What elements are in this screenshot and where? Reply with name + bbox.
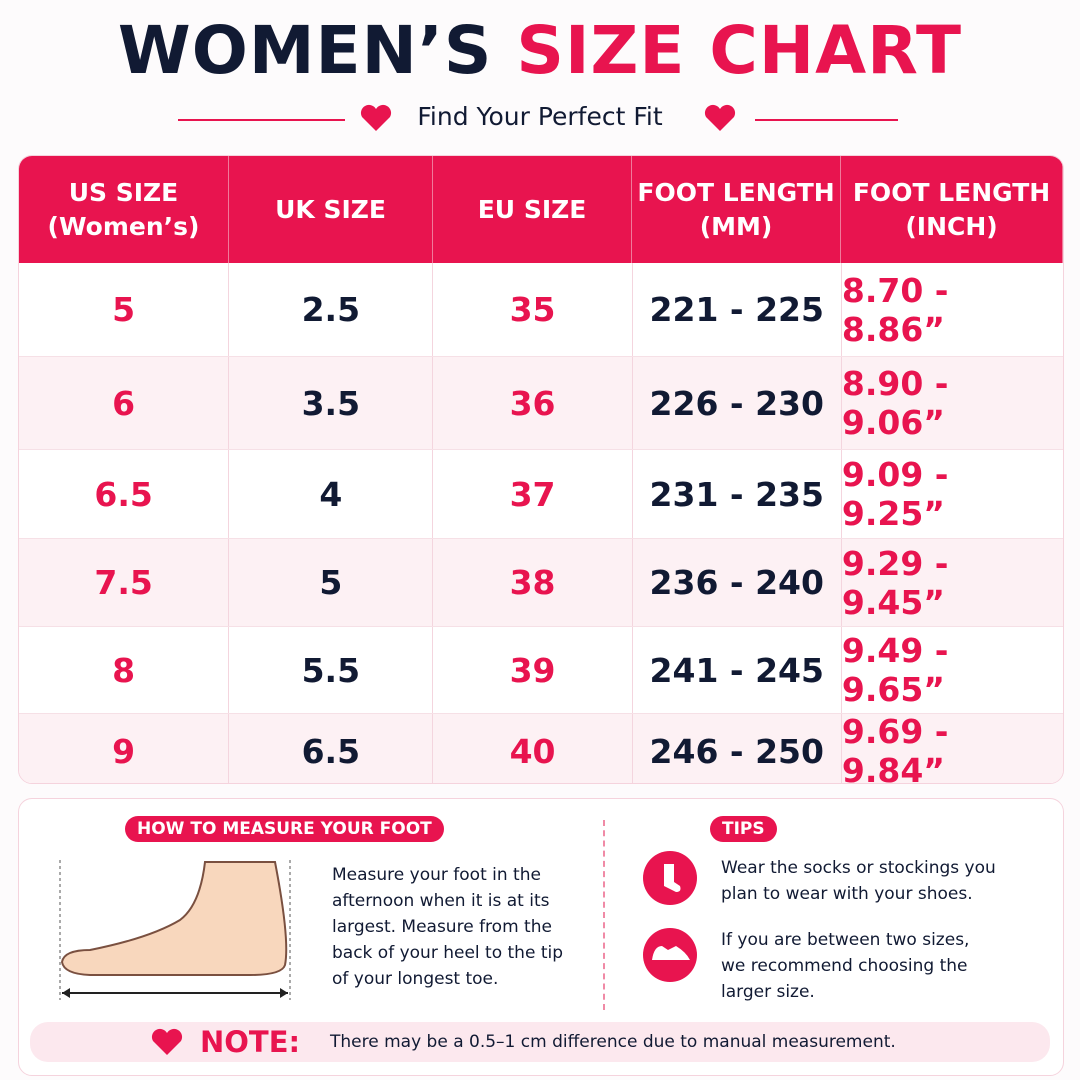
- table-cell: 8.70 - 8.86”: [841, 270, 949, 349]
- table-cell: 9.09 - 9.25”: [841, 455, 949, 533]
- table-row: 8 5.5 39 241 - 245 9.49 - 9.65”: [19, 627, 1063, 714]
- table-cell: 6.5: [229, 714, 434, 783]
- table-row: 9 6.5 40 246 - 250 9.69 - 9.84”: [19, 712, 1063, 784]
- title: WOMEN’S SIZE CHART: [0, 12, 1080, 89]
- table-cell: 231 - 235: [633, 450, 842, 538]
- table-cell: 236 - 240: [633, 539, 842, 626]
- note-bar: [30, 1022, 1050, 1062]
- header-row: US SIZE (Women’s) UK SIZE EU SIZE FOOT LENGT…: [19, 156, 1063, 263]
- measure-heading: HOW TO MEASURE YOUR FOOT: [125, 816, 444, 842]
- header-cell: EU SIZE: [433, 156, 633, 263]
- divider: [603, 820, 605, 1010]
- tips-icons: [643, 851, 697, 982]
- table-cell: 5: [229, 539, 434, 626]
- title-part: SIZE CHART: [516, 12, 963, 89]
- table-cell: 8.90 - 9.06”: [841, 364, 949, 442]
- header-text: EU SIZE: [477, 194, 587, 224]
- table-cell: 40: [433, 714, 633, 783]
- table-row: 6.5 4 37 231 - 235 9.09 - 9.25”: [19, 450, 1063, 539]
- table-cell: 9.49 - 9.65”: [841, 631, 949, 709]
- table-cell: 8: [19, 627, 230, 713]
- header-text: (Women’s): [47, 211, 200, 241]
- table-cell: 7.5: [19, 539, 230, 626]
- table-cell: 221 - 225: [633, 263, 842, 356]
- header-cell: US SIZE (Women’s): [19, 156, 229, 263]
- table-cell: 246 - 250: [633, 714, 842, 783]
- header-cell: FOOT LENGTH (INCH): [841, 156, 1063, 263]
- tips-heading: TIPS: [710, 816, 777, 842]
- table-cell: 6.5: [19, 450, 230, 538]
- subtitle: Find Your Perfect Fit: [417, 102, 663, 131]
- header-text: FOOT LENGTH: [637, 177, 835, 207]
- note-heart: [151, 1028, 183, 1055]
- header-text: US SIZE: [68, 177, 179, 207]
- table-cell: 5.5: [229, 627, 434, 713]
- table-cell: 9: [19, 714, 230, 783]
- header-cell: FOOT LENGTH (MM): [632, 156, 842, 263]
- foot-illustration: [59, 860, 291, 1000]
- header-text: (MM): [699, 211, 773, 241]
- table-cell: 38: [433, 539, 633, 626]
- header-text: FOOT LENGTH: [852, 177, 1051, 207]
- table-cell: 4: [229, 450, 434, 538]
- measure-text: Measure your foot in the afternoon when …: [332, 865, 563, 989]
- subtitle-decor: [178, 104, 898, 131]
- table-cell: 3.5: [229, 357, 434, 449]
- header-text: (INCH): [905, 211, 998, 241]
- note-text: There may be a 0.5–1 cm difference due t…: [330, 1032, 896, 1052]
- table-cell: 39: [433, 627, 633, 713]
- tip: Wear the socks or stockings you plan to …: [721, 858, 996, 904]
- table-cell: 2.5: [229, 263, 434, 356]
- title-part: WOMEN’S: [117, 12, 493, 89]
- table-row: 6 3.5 36 226 - 230 8.90 - 9.06”: [19, 357, 1063, 450]
- table-cell: 9.29 - 9.45”: [841, 543, 949, 622]
- table-row: 5 2.5 35 221 - 225 8.70 - 8.86”: [19, 263, 1063, 357]
- table-cell: 37: [433, 450, 633, 538]
- tip: If you are between two sizes, we recomme…: [721, 930, 970, 1002]
- table-cell: 226 - 230: [633, 357, 842, 449]
- header-text: UK SIZE: [275, 194, 386, 224]
- size-table: US SIZE (Women’s) UK SIZE EU SIZE FOOT LENGT…: [18, 155, 1064, 784]
- table-cell: 35: [433, 263, 633, 356]
- table-cell: 241 - 245: [633, 627, 842, 713]
- table-cell: 9.69 - 9.84”: [841, 712, 949, 784]
- header-cell: UK SIZE: [229, 156, 434, 263]
- table-cell: 6: [19, 357, 230, 449]
- table-cell: 5: [19, 263, 230, 356]
- note-label: NOTE:: [200, 1025, 301, 1059]
- table-row: 7.5 5 38 236 - 240 9.29 - 9.45”: [19, 539, 1063, 627]
- table-cell: 36: [433, 357, 633, 449]
